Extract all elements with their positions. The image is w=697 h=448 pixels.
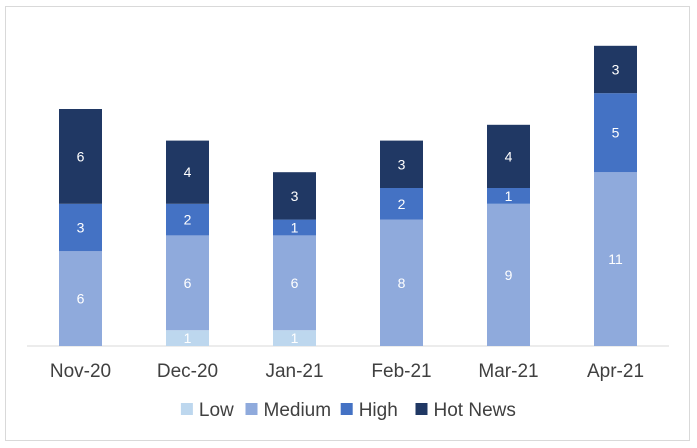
bar-medium-jan-21 [273,235,316,331]
data-label-high-mar-21: 1 [505,188,513,204]
bar-low-jan-21 [273,330,316,346]
bar-low-dec-20 [166,330,209,346]
bar-medium-nov-20 [59,251,102,346]
bar-medium-feb-21 [380,219,423,346]
data-label-high-dec-20: 2 [184,212,192,228]
data-label-high-jan-21: 1 [291,220,299,236]
data-label-hot-news-jan-21: 3 [291,188,299,204]
legend-swatch-low [180,403,193,415]
data-label-high-apr-21: 5 [612,125,620,141]
x-tick-label-feb-21: Feb-21 [371,361,431,382]
data-label-medium-feb-21: 8 [398,275,406,291]
x-tick-label-mar-21: Mar-21 [478,361,538,382]
data-label-medium-jan-21: 6 [291,275,299,291]
data-label-hot-news-nov-20: 6 [77,148,85,164]
legend-swatch-hot-news [415,403,428,415]
bar-hot-news-dec-20 [166,140,209,204]
data-label-low-dec-20: 1 [184,330,192,346]
legend-label-low: Low [199,400,234,421]
bar-medium-mar-21 [487,203,530,346]
data-label-medium-mar-21: 9 [505,267,513,283]
legend-label-high: High [359,400,398,421]
x-tick-label-dec-20: Dec-20 [157,361,218,382]
bar-high-feb-21 [380,188,423,220]
bar-hot-news-mar-21 [487,124,530,188]
data-label-hot-news-dec-20: 4 [184,164,192,180]
bar-high-dec-20 [166,203,209,236]
legend-swatch-high [340,403,353,415]
bar-hot-news-feb-21 [380,140,423,188]
legend: Low Medium High Hot News [180,400,516,421]
bar-medium-apr-21 [594,172,637,346]
x-tick-label-jan-21: Jan-21 [265,361,323,382]
bar-high-apr-21 [594,93,637,173]
legend-label-medium: Medium [264,400,332,421]
data-label-high-nov-20: 3 [77,220,85,236]
data-label-medium-dec-20: 6 [184,275,192,291]
legend-label-hot-news: Hot News [434,400,516,421]
bar-hot-news-apr-21 [594,45,637,94]
data-label-high-feb-21: 2 [398,196,406,212]
bar-high-mar-21 [487,188,530,204]
data-label-hot-news-feb-21: 3 [398,156,406,172]
x-tick-label-apr-21: Apr-21 [587,361,644,382]
bar-hot-news-jan-21 [273,172,316,220]
legend-swatch-medium [245,403,258,415]
data-label-low-jan-21: 1 [291,330,299,346]
data-label-medium-apr-21: 11 [608,251,623,267]
data-label-hot-news-apr-21: 3 [612,62,620,78]
x-tick-label-nov-20: Nov-20 [50,361,111,382]
bar-high-nov-20 [59,203,102,252]
bar-hot-news-nov-20 [59,109,102,204]
chart-frame [5,6,690,441]
data-label-hot-news-mar-21: 4 [505,148,513,164]
bar-medium-dec-20 [166,235,209,331]
bar-high-jan-21 [273,219,316,236]
data-label-medium-nov-20: 6 [77,291,85,307]
